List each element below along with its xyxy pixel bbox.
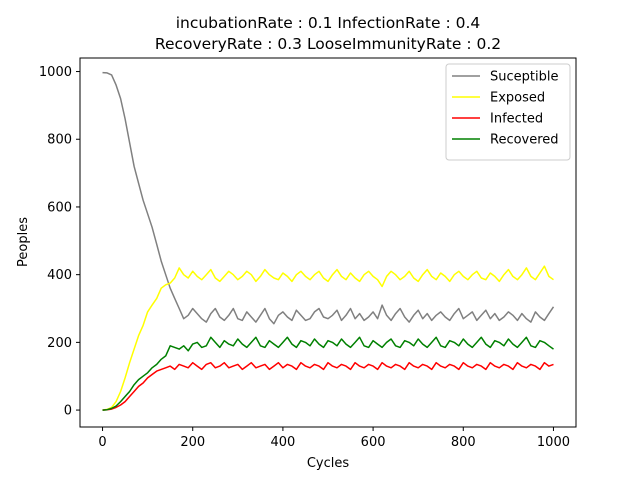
x-tick-label: 0 — [98, 435, 106, 450]
y-axis-label: Peoples — [16, 217, 31, 267]
chart-title-line1: incubationRate : 0.1 InfectionRate : 0.4 — [176, 14, 481, 32]
y-tick-label: 1000 — [39, 65, 72, 80]
x-axis-label: Cycles — [307, 456, 350, 471]
y-tick-label: 600 — [47, 200, 72, 215]
x-tick-label: 200 — [180, 435, 205, 450]
y-tick-label: 200 — [47, 336, 72, 351]
chart-title-line2: RecoveryRate : 0.3 LooseImmunityRate : 0… — [155, 35, 501, 53]
legend-label-recovered: Recovered — [490, 133, 559, 148]
x-tick-label: 600 — [361, 435, 386, 450]
series-line-suceptible — [102, 71, 555, 325]
plot-frame — [79, 57, 577, 428]
x-tick-label: 1000 — [537, 435, 570, 450]
y-tick-label: 0 — [64, 404, 72, 419]
series-line-infected — [102, 361, 554, 411]
legend-label-infected: Infected — [490, 112, 543, 127]
legend-label-exposed: Exposed — [490, 91, 545, 106]
series-line-exposed — [102, 265, 554, 411]
x-tick-label: 400 — [270, 435, 295, 450]
legend: Suceptible Exposed Infected Recovered — [445, 63, 571, 161]
series-line-recovered — [102, 336, 554, 411]
plot-lines — [102, 71, 555, 411]
x-axis: 0 200 400 600 800 1000 — [98, 427, 570, 450]
y-tick-label: 800 — [47, 133, 72, 148]
y-axis: 0 200 400 600 800 1000 — [39, 65, 80, 419]
legend-box — [445, 63, 571, 161]
x-tick-label: 800 — [451, 435, 476, 450]
y-tick-label: 400 — [47, 268, 72, 283]
legend-label-suceptible: Suceptible — [490, 70, 558, 85]
